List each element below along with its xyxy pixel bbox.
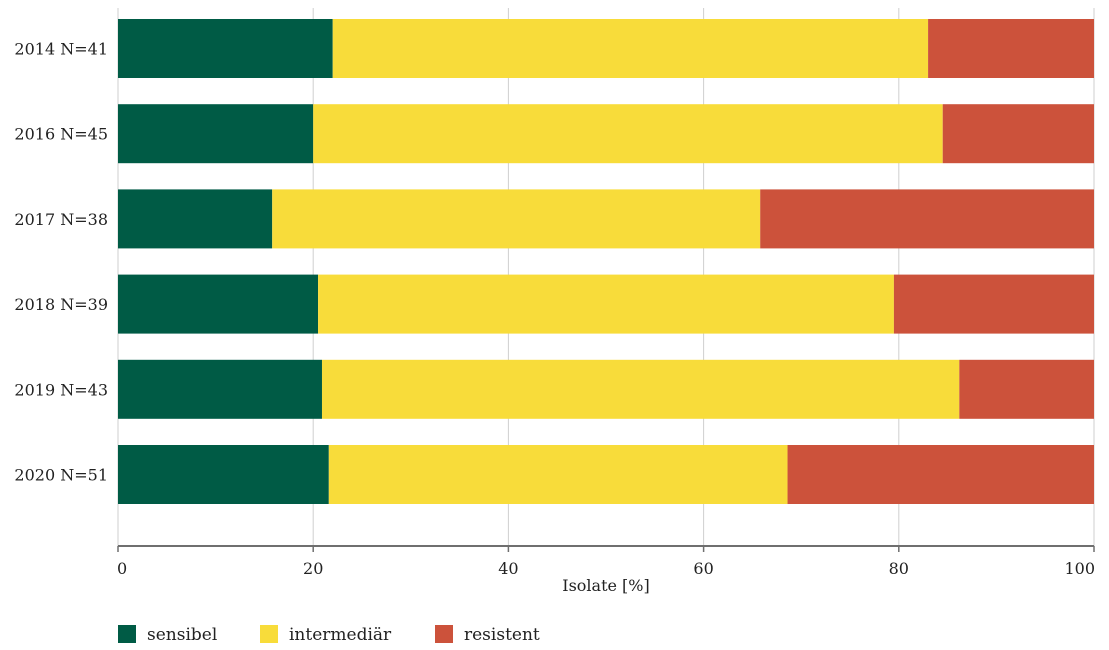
bar-intermedir-1 [313,104,943,164]
x-tick-label-4: 80 [889,559,909,578]
bar-intermedir-2 [272,189,761,249]
legend-label-1: intermediär [289,625,392,645]
bar-resistent-4 [959,359,1094,419]
x-tick-label-5: 100 [1064,559,1095,578]
x-tick-label-3: 60 [693,559,713,578]
category-label-0: 2014 N=41 [14,40,108,59]
legend-label-2: resistent [464,625,540,645]
x-tick-label-2: 40 [498,559,518,578]
category-label-4: 2019 N=43 [14,380,108,399]
bars-layer [118,19,1094,504]
legend-swatch-0 [118,625,136,643]
bar-resistent-3 [893,274,1094,334]
bar-intermedir-5 [328,445,788,504]
bar-intermedir-4 [321,359,960,419]
bar-sensibel-1 [118,104,314,164]
bar-sensibel-0 [118,19,333,78]
category-label-5: 2020 N=51 [14,466,108,485]
bar-sensibel-2 [118,189,273,249]
category-label-2: 2017 N=38 [14,210,108,229]
bar-resistent-2 [760,189,1094,249]
bar-sensibel-4 [118,359,322,419]
category-label-1: 2016 N=45 [14,125,108,144]
x-tick-label-1: 20 [303,559,323,578]
x-axis: 0 20 40 60 80 100 [117,545,1095,578]
bar-intermedir-3 [318,274,894,334]
bar-sensibel-5 [118,445,329,504]
category-label-3: 2018 N=39 [14,295,108,314]
x-axis-title: Isolate [%] [562,576,650,595]
x-tick-label-0: 0 [117,559,127,578]
bar-intermedir-0 [332,19,929,78]
bar-resistent-0 [928,19,1094,78]
legend-swatch-2 [435,625,453,643]
legend-label-0: sensibel [147,625,217,645]
bar-resistent-5 [787,445,1094,504]
legend-swatch-1 [260,625,278,643]
bar-sensibel-3 [118,274,319,334]
legend: sensibel intermediär resistent [118,625,540,645]
bar-resistent-1 [942,104,1094,164]
category-labels: 2014 N=41 2016 N=45 2017 N=38 2018 N=39 2019… [14,40,108,485]
